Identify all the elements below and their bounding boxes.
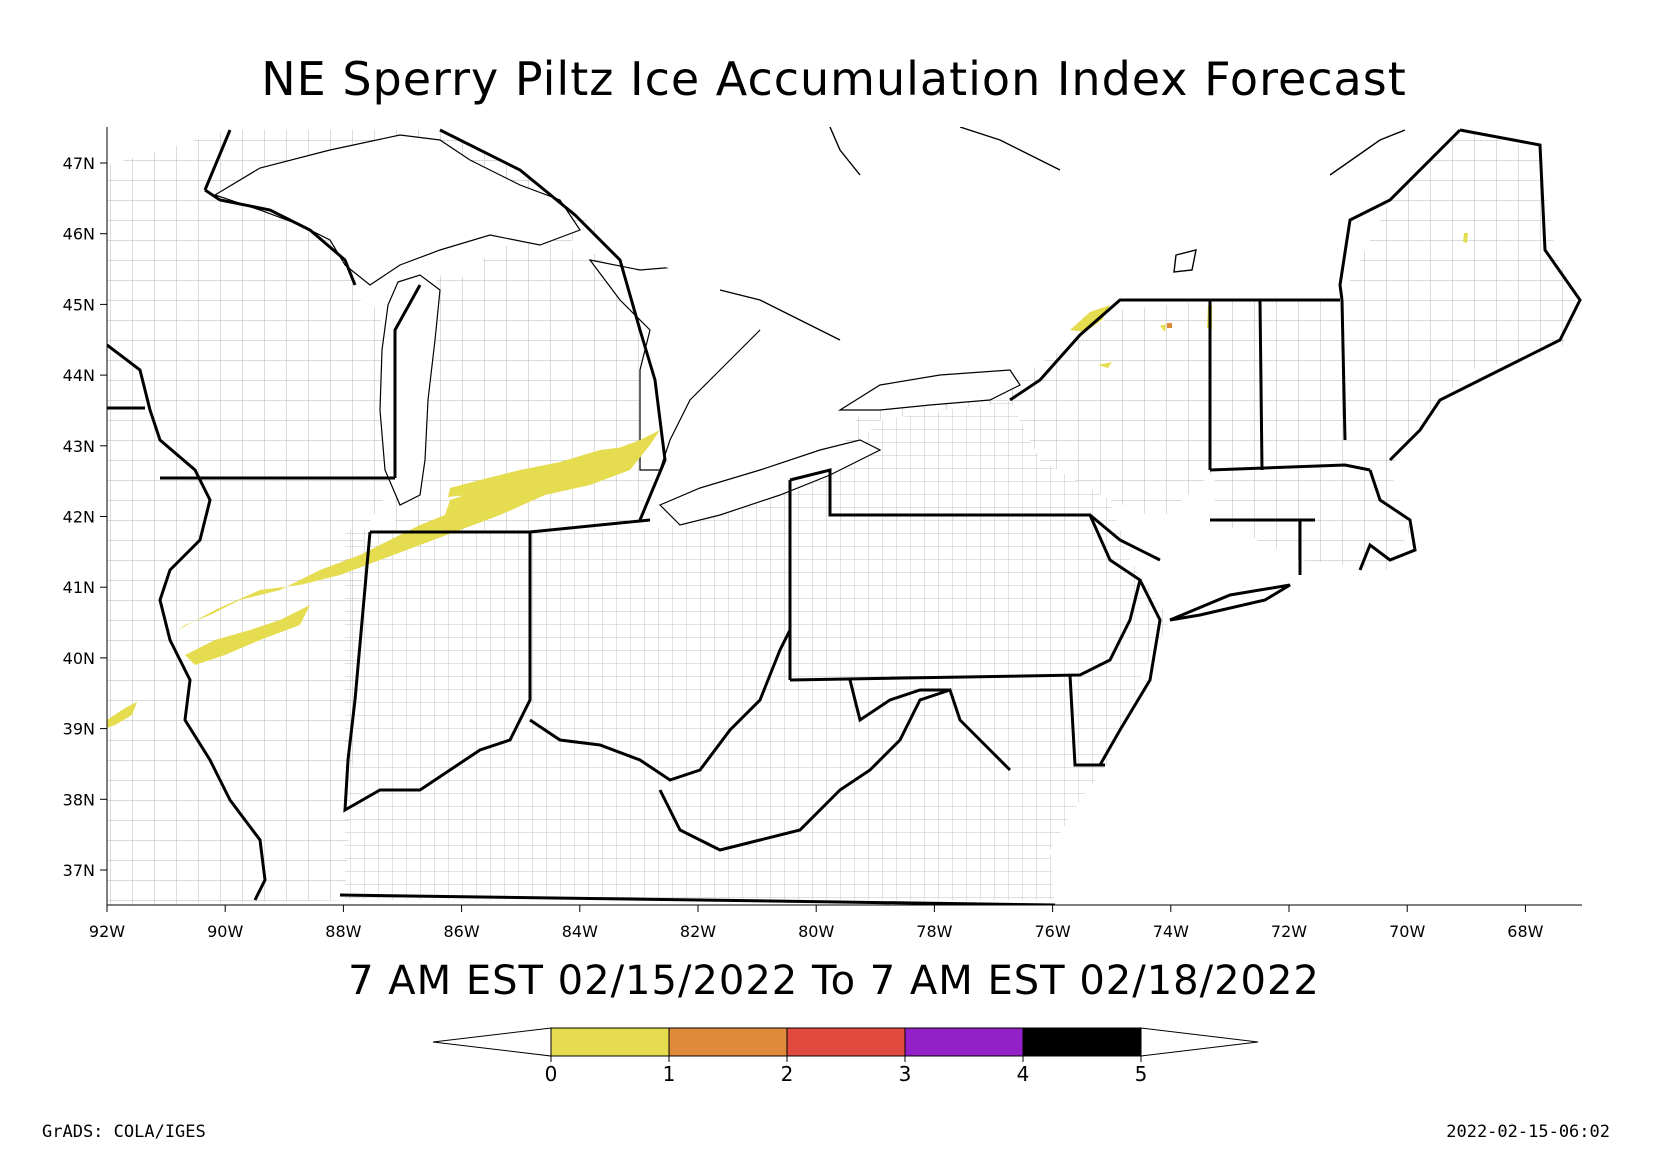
lon-label: 90W	[207, 922, 243, 941]
map-area	[107, 127, 1582, 905]
lake-ontario	[837, 369, 1021, 411]
county-borders	[107, 130, 1580, 905]
lat-label: 37N	[63, 861, 95, 880]
ice-blob-ny-3	[1160, 324, 1166, 332]
lake-superior	[213, 134, 581, 286]
lat-label: 39N	[63, 720, 95, 739]
ice-blob-sw	[107, 702, 137, 728]
lon-label: 80W	[798, 922, 834, 941]
legend-swatch	[668, 1027, 788, 1057]
lon-label: 76W	[1035, 922, 1071, 941]
legend-label: 3	[899, 1062, 912, 1086]
lat-label: 46N	[63, 225, 95, 244]
state-borders	[107, 128, 1582, 905]
lat-label: 44N	[63, 366, 95, 385]
lon-label: 88W	[325, 922, 361, 941]
ice-blob-me	[1463, 233, 1468, 243]
ice-blob-ny-2	[1098, 362, 1112, 368]
legend-label: 5	[1135, 1062, 1148, 1086]
lon-label: 68W	[1507, 922, 1543, 941]
ice-band-upper	[448, 445, 640, 497]
ice-blob-ny-1	[1070, 305, 1110, 332]
legend-swatch	[550, 1027, 670, 1057]
legend-swatch	[904, 1027, 1024, 1057]
lat-label: 43N	[63, 437, 95, 456]
legend-arrow-right	[1140, 1027, 1259, 1057]
map-title: NE Sperry Piltz Ice Accumulation Index F…	[261, 52, 1407, 106]
exterior-masks	[107, 127, 1582, 905]
lon-label: 74W	[1153, 922, 1189, 941]
lon-label: 78W	[916, 922, 952, 941]
legend-label: 4	[1017, 1062, 1030, 1086]
lon-label: 92W	[89, 922, 125, 941]
legend-label: 1	[663, 1062, 676, 1086]
lon-label: 72W	[1271, 922, 1307, 941]
legend-arrow-left	[432, 1027, 552, 1057]
ice-accumulation-orange	[1167, 323, 1172, 328]
lake-erie	[658, 439, 882, 526]
lon-label: 82W	[680, 922, 716, 941]
ice-accumulation	[107, 233, 1468, 728]
latitude-axis: 47N 46N 45N 44N 43N 42N 41N 40N 39N 38N 37N	[63, 154, 107, 880]
legend-label: 0	[545, 1062, 558, 1086]
lon-label: 84W	[562, 922, 598, 941]
lat-label: 47N	[63, 154, 95, 173]
lat-label: 42N	[63, 508, 95, 527]
lat-label: 38N	[63, 790, 95, 809]
ice-blob-orange	[1167, 323, 1172, 328]
colorbar-legend: 0 1 2 3 4 5	[432, 1027, 1259, 1086]
ice-band-west	[185, 605, 310, 665]
legend-swatch	[1022, 1027, 1142, 1057]
lat-label: 41N	[63, 578, 95, 597]
lon-label: 86W	[444, 922, 480, 941]
lat-label: 45N	[63, 295, 95, 314]
timestamp-text: 2022-02-15-06:02	[1446, 1122, 1610, 1142]
coastline	[719, 127, 1406, 341]
credit-text: GrADS: COLA/IGES	[42, 1122, 206, 1142]
lon-label: 70W	[1389, 922, 1425, 941]
legend-swatch	[786, 1027, 906, 1057]
valid-period: 7 AM EST 02/15/2022 To 7 AM EST 02/18/20…	[348, 958, 1320, 1004]
lat-label: 40N	[63, 649, 95, 668]
longitude-axis: 92W 90W 88W 86W 84W 82W 80W 78W 76W 74W 72W 70W 68W	[89, 905, 1544, 941]
legend-label: 2	[781, 1062, 794, 1086]
